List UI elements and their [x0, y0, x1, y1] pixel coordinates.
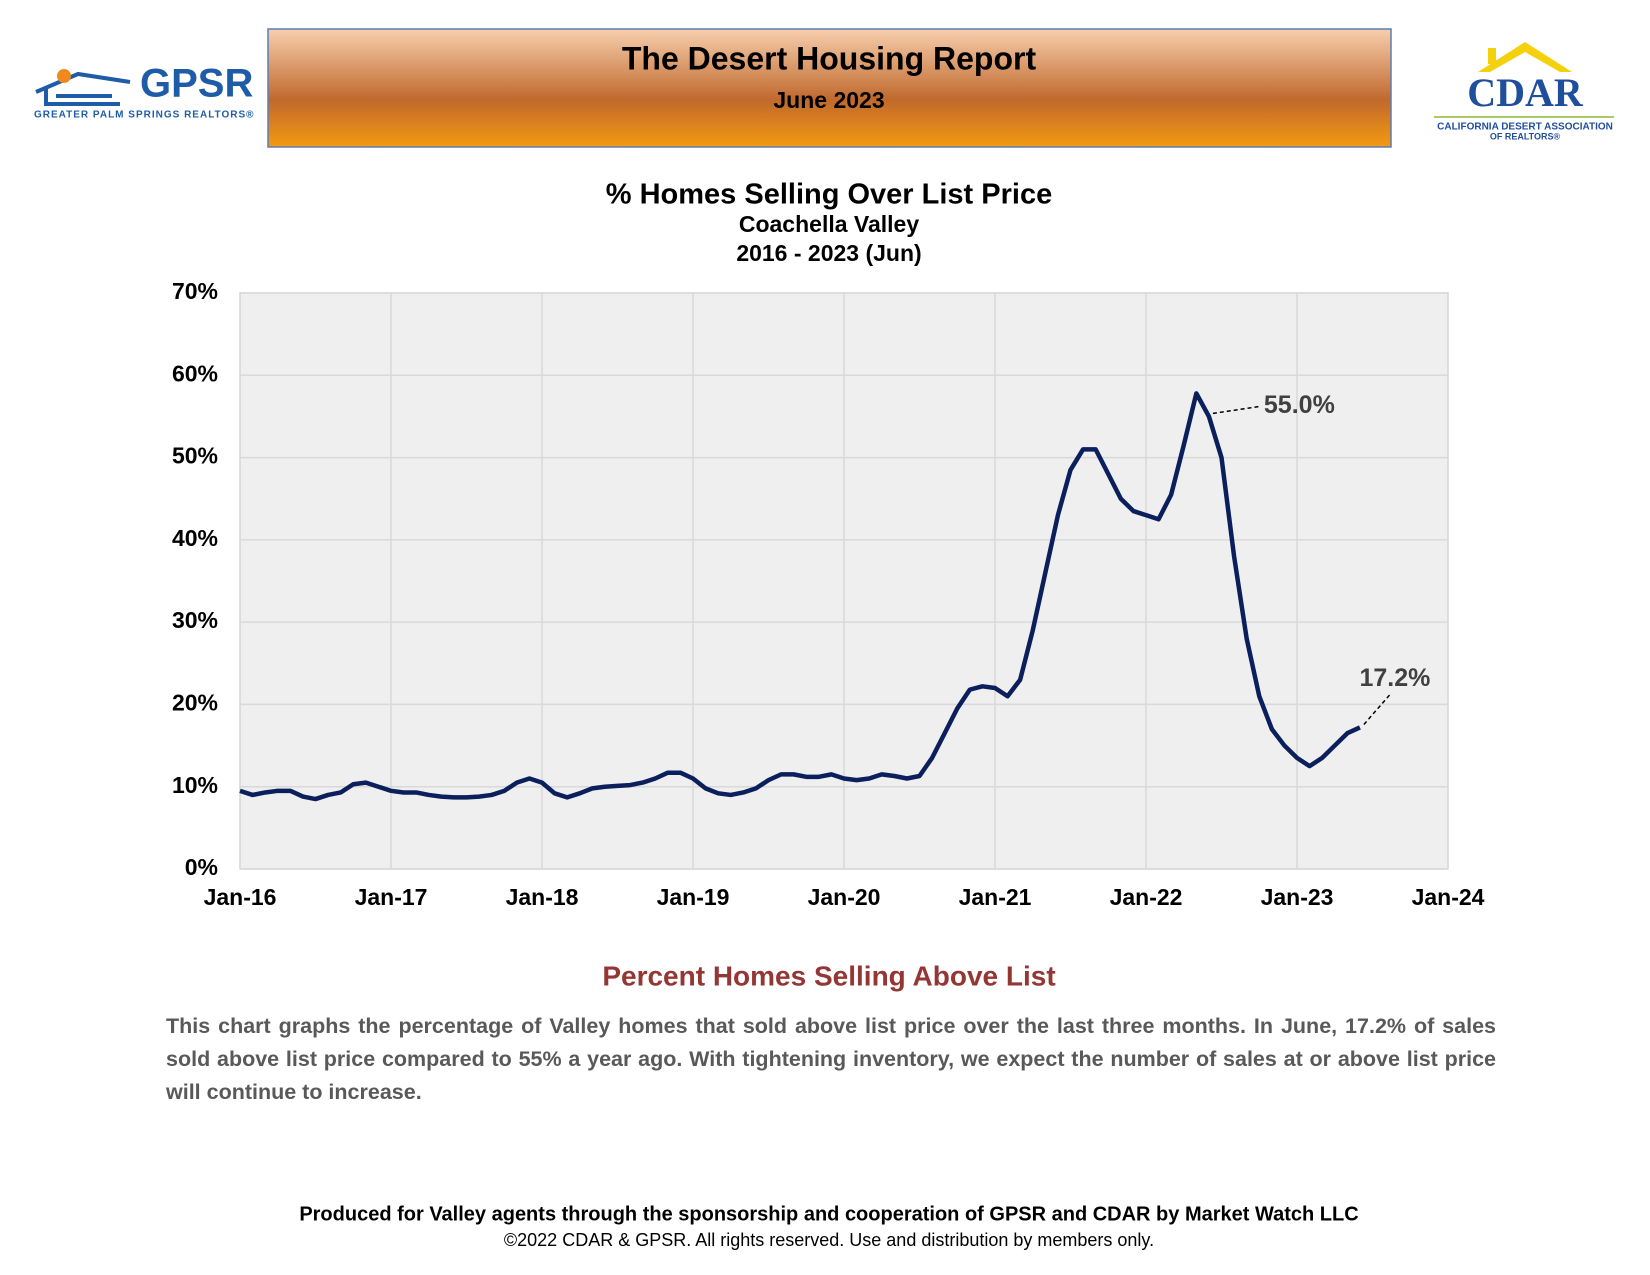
footer-line: ©2022 CDAR & GPSR. All rights reserved. … [504, 1230, 1154, 1250]
header-title: The Desert Housing Report [622, 40, 1037, 76]
x-tick-label: Jan-21 [959, 884, 1032, 910]
logo-tagline: OF REALTORS® [1490, 131, 1561, 141]
plot-border [239, 292, 1449, 870]
chart-subtitle: 2016 - 2023 (Jun) [736, 240, 921, 266]
y-tick-label: 20% [172, 690, 218, 716]
y-tick-label: 40% [172, 525, 218, 551]
x-tick-label: Jan-20 [808, 884, 881, 910]
x-tick-label: Jan-22 [1110, 884, 1183, 910]
logo-sun [57, 69, 71, 83]
section-heading: Percent Homes Selling Above List [602, 960, 1055, 991]
y-tick-label: 50% [172, 443, 218, 469]
footer-line: Produced for Valley agents through the s… [299, 1203, 1358, 1225]
header-box [267, 28, 1392, 148]
logo-tagline: GREATER PALM SPRINGS REALTORS® [34, 110, 255, 121]
chart-subtitle: Coachella Valley [739, 211, 919, 237]
x-tick-label: Jan-19 [657, 884, 730, 910]
x-tick-label: Jan-18 [506, 884, 579, 910]
logo-name: GPSR [140, 62, 253, 106]
x-tick-label: Jan-17 [355, 884, 428, 910]
logo-roof [1478, 42, 1572, 72]
y-tick-label: 60% [172, 360, 218, 386]
section-body: This chart graphs the percentage of Vall… [166, 1014, 1496, 1104]
x-tick-label: Jan-24 [1412, 884, 1485, 910]
x-tick-label: Jan-23 [1261, 884, 1334, 910]
data-label: 55.0% [1264, 391, 1335, 419]
y-tick-label: 10% [172, 772, 218, 798]
logo-tagline: CALIFORNIA DESERT ASSOCIATION [1437, 122, 1613, 133]
data-line [239, 391, 1361, 802]
y-tick-label: 30% [172, 607, 218, 633]
logo-chimney [1488, 48, 1496, 64]
x-tick-label: Jan-16 [204, 884, 277, 910]
header-subtitle: June 2023 [773, 87, 884, 113]
leader-line [1212, 405, 1261, 415]
cdar-logo: CDAR CALIFORNIA DESERT ASSOCIATION OF RE… [1434, 42, 1614, 141]
y-tick-label: 0% [185, 854, 218, 880]
data-label: 17.2% [1359, 664, 1430, 692]
logo-house [35, 71, 131, 106]
logo-name: CDAR [1467, 70, 1584, 115]
chart-title: % Homes Selling Over List Price [606, 179, 1052, 211]
gpsr-logo: GPSR GREATER PALM SPRINGS REALTORS® [34, 62, 255, 121]
y-tick-label: 70% [172, 278, 218, 304]
